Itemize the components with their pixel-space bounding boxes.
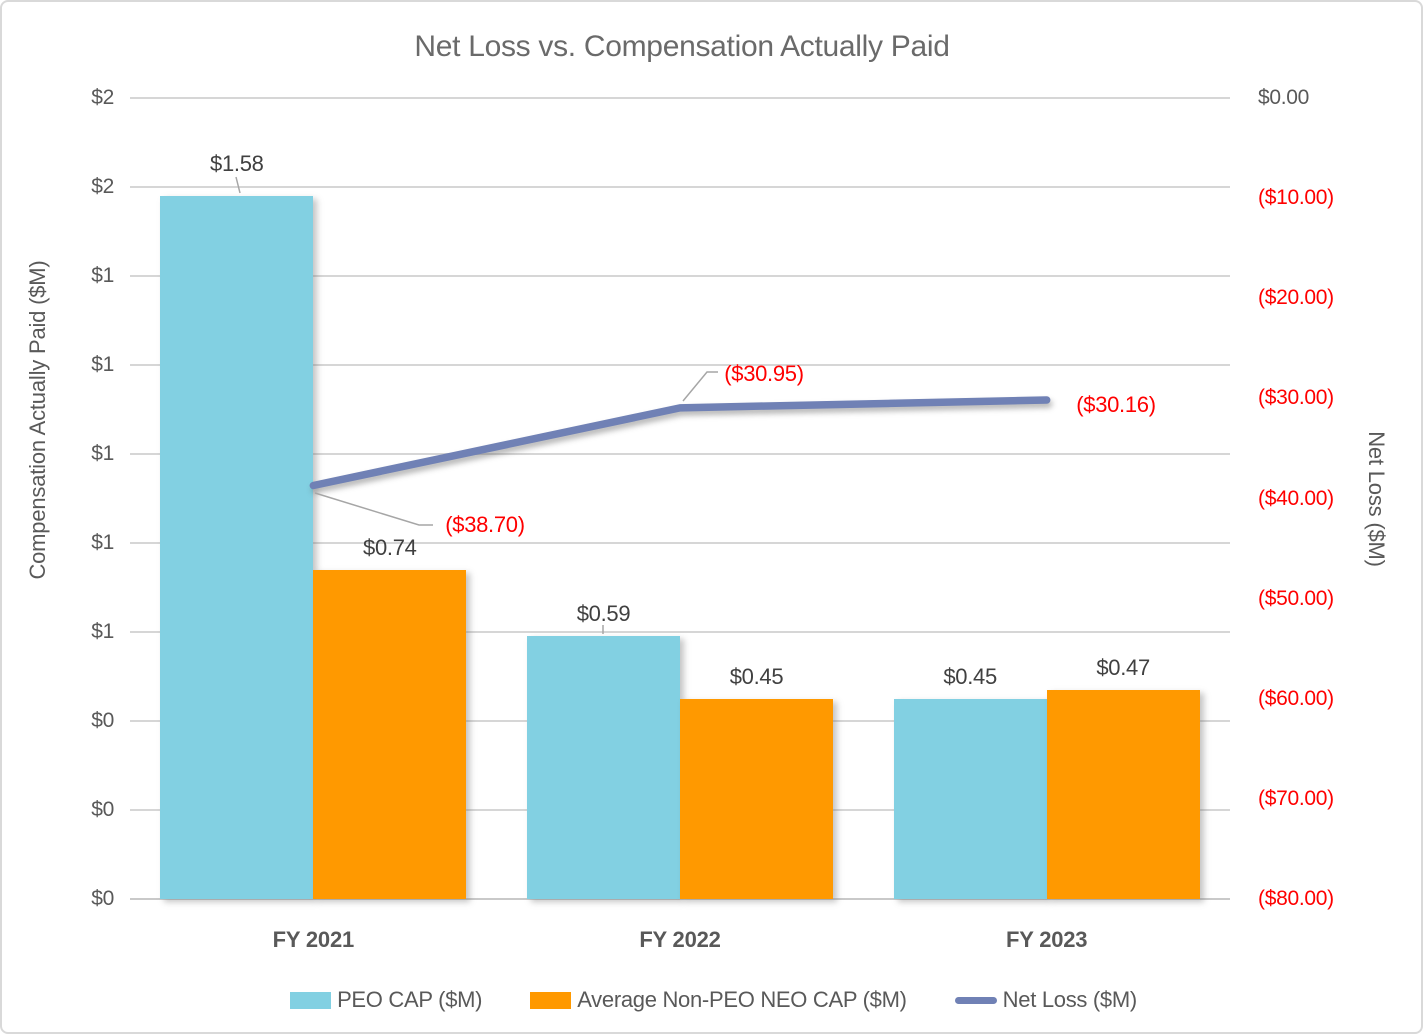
bar-non-peo-neo-cap[interactable] — [1046, 689, 1200, 899]
left-axis-tick-label: $0 — [91, 887, 114, 910]
leader-line — [235, 176, 241, 194]
legend-swatch-net-loss-line — [954, 996, 997, 1004]
gridline — [130, 97, 1230, 99]
gridline — [130, 186, 1230, 188]
right-axis-tick-label: ($30.00) — [1258, 386, 1334, 410]
legend-label-peo-cap: PEO CAP ($M) — [337, 987, 483, 1012]
bar-peo-cap[interactable] — [527, 636, 680, 899]
legend-label-non-peo-neo-cap: Average Non-PEO NEO CAP ($M) — [577, 987, 907, 1012]
left-axis-tick-label: $1 — [91, 353, 114, 376]
legend-item-non-peo-neo-cap[interactable]: Average Non-PEO NEO CAP ($M) — [530, 987, 907, 1013]
left-axis-tick-label: $0 — [91, 709, 114, 732]
gridline — [130, 542, 1230, 544]
bar-value-label: $0.45 — [943, 663, 997, 689]
category-label: FY 2023 — [1005, 927, 1088, 952]
bar-peo-cap[interactable] — [160, 195, 314, 899]
legend-swatch-peo-cap — [290, 991, 332, 1009]
net-loss-value-label: ($30.95) — [724, 361, 804, 386]
bar-non-peo-neo-cap[interactable] — [313, 569, 467, 899]
gridline — [130, 275, 1230, 277]
bar-peo-cap[interactable] — [893, 698, 1047, 899]
right-axis-tick-label: ($10.00) — [1258, 186, 1334, 210]
bar-value-label: $0.45 — [729, 663, 784, 689]
net-loss-value-label: ($30.16) — [1076, 392, 1156, 417]
left-axis-tick-label: $1 — [91, 264, 114, 287]
left-axis-tick-label: $2 — [91, 175, 114, 198]
category-label: FY 2022 — [639, 927, 721, 952]
net-loss-value-label: ($38.70) — [445, 512, 525, 537]
gridline — [130, 631, 1230, 633]
bar-value-label: $0.59 — [576, 601, 631, 627]
legend-swatch-non-peo-neo-cap — [530, 991, 572, 1009]
legend-label-net-loss: Net Loss ($M) — [1002, 987, 1138, 1012]
left-axis-tick-label: $1 — [91, 442, 114, 465]
left-axis-tick-label: $1 — [91, 531, 114, 554]
leader-line — [682, 371, 718, 402]
right-axis-tick-label: ($70.00) — [1258, 786, 1334, 810]
net-loss-line[interactable] — [309, 396, 1051, 490]
bar-value-label: $0.47 — [1096, 654, 1150, 680]
chart-title: Net Loss vs. Compensation Actually Paid — [414, 30, 950, 63]
left-axis-tick-label: $0 — [91, 798, 114, 821]
right-axis-tick-label: ($20.00) — [1258, 286, 1334, 310]
bar-non-peo-neo-cap[interactable] — [680, 698, 833, 899]
right-axis-tick-label: ($80.00) — [1258, 887, 1334, 910]
bar-value-label: $1.58 — [210, 150, 264, 176]
gridline — [130, 898, 1230, 900]
right-axis-tick-label: ($50.00) — [1258, 586, 1334, 610]
right-axis-title: Net Loss ($M) — [1364, 431, 1389, 567]
leader-line — [314, 492, 433, 526]
category-label: FY 2021 — [272, 927, 355, 952]
right-axis-tick-label: ($40.00) — [1258, 486, 1334, 510]
gridline — [130, 364, 1230, 366]
left-axis-tick-label: $1 — [91, 620, 114, 643]
right-axis-tick-label: ($60.00) — [1258, 686, 1334, 710]
legend-item-net-loss[interactable]: Net Loss ($M) — [954, 987, 1138, 1013]
legend-item-peo-cap[interactable]: PEO CAP ($M) — [290, 987, 483, 1013]
left-axis-tick-label: $2 — [91, 86, 114, 109]
legend: PEO CAP ($M) Average Non-PEO NEO CAP ($M… — [2, 978, 1421, 1022]
right-axis-tick-label: $0.00 — [1258, 86, 1310, 109]
bar-value-label: $0.74 — [363, 534, 417, 560]
